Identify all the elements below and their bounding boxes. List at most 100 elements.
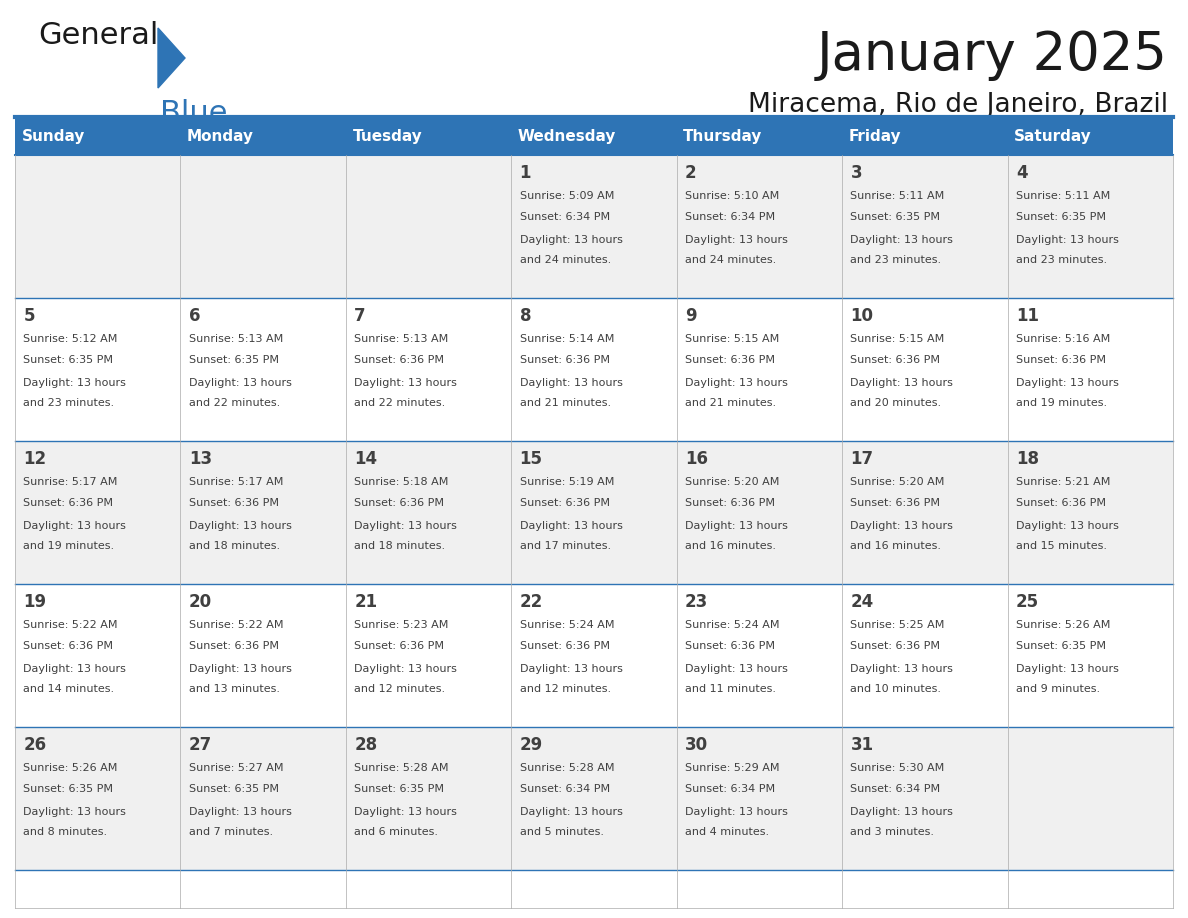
Text: Sunset: 6:36 PM: Sunset: 6:36 PM <box>189 498 279 509</box>
Bar <box>1007 298 1173 441</box>
Text: Sunset: 6:34 PM: Sunset: 6:34 PM <box>685 212 775 222</box>
Text: and 7 minutes.: and 7 minutes. <box>189 827 273 837</box>
Text: Sunrise: 5:29 AM: Sunrise: 5:29 AM <box>685 763 779 773</box>
Text: 24: 24 <box>851 593 873 610</box>
Text: Sunrise: 5:18 AM: Sunrise: 5:18 AM <box>354 476 449 487</box>
Text: and 8 minutes.: and 8 minutes. <box>24 827 107 837</box>
Text: 18: 18 <box>1016 450 1038 467</box>
Text: Daylight: 13 hours: Daylight: 13 hours <box>1016 235 1119 245</box>
Bar <box>346 441 511 584</box>
Text: Daylight: 13 hours: Daylight: 13 hours <box>1016 664 1119 674</box>
Text: Miracema, Rio de Janeiro, Brazil: Miracema, Rio de Janeiro, Brazil <box>748 92 1168 118</box>
Text: Daylight: 13 hours: Daylight: 13 hours <box>1016 378 1119 388</box>
Text: 21: 21 <box>354 593 378 610</box>
Bar <box>181 584 346 727</box>
Text: 17: 17 <box>851 450 873 467</box>
Text: Sunrise: 5:13 AM: Sunrise: 5:13 AM <box>354 334 448 343</box>
Text: and 9 minutes.: and 9 minutes. <box>1016 684 1100 694</box>
Text: Daylight: 13 hours: Daylight: 13 hours <box>189 807 291 817</box>
Bar <box>511 584 677 727</box>
Text: 28: 28 <box>354 735 378 754</box>
Text: Sunrise: 5:11 AM: Sunrise: 5:11 AM <box>1016 191 1110 201</box>
Bar <box>15 298 181 441</box>
Text: and 18 minutes.: and 18 minutes. <box>189 541 280 551</box>
Text: Daylight: 13 hours: Daylight: 13 hours <box>189 378 291 388</box>
Text: Daylight: 13 hours: Daylight: 13 hours <box>685 235 788 245</box>
Text: Blue: Blue <box>160 99 227 128</box>
Text: 29: 29 <box>519 735 543 754</box>
Text: and 14 minutes.: and 14 minutes. <box>24 684 114 694</box>
Text: Sunset: 6:36 PM: Sunset: 6:36 PM <box>851 641 941 651</box>
Text: Sunset: 6:36 PM: Sunset: 6:36 PM <box>354 641 444 651</box>
Text: Thursday: Thursday <box>683 129 763 143</box>
Bar <box>1007 441 1173 584</box>
Text: and 24 minutes.: and 24 minutes. <box>685 255 776 265</box>
Text: Daylight: 13 hours: Daylight: 13 hours <box>24 521 126 532</box>
Text: Daylight: 13 hours: Daylight: 13 hours <box>851 807 953 817</box>
Text: and 24 minutes.: and 24 minutes. <box>519 255 611 265</box>
Bar <box>15 727 181 870</box>
Text: Sunrise: 5:25 AM: Sunrise: 5:25 AM <box>851 620 944 630</box>
Text: Sunset: 6:36 PM: Sunset: 6:36 PM <box>519 498 609 509</box>
Text: and 19 minutes.: and 19 minutes. <box>1016 398 1107 409</box>
Text: Daylight: 13 hours: Daylight: 13 hours <box>519 235 623 245</box>
Text: and 20 minutes.: and 20 minutes. <box>851 398 942 409</box>
Bar <box>511 298 677 441</box>
Text: Sunrise: 5:28 AM: Sunrise: 5:28 AM <box>354 763 449 773</box>
Text: Sunset: 6:34 PM: Sunset: 6:34 PM <box>519 784 609 794</box>
Bar <box>346 584 511 727</box>
Bar <box>1007 727 1173 870</box>
Text: Sunset: 6:35 PM: Sunset: 6:35 PM <box>24 355 113 365</box>
Bar <box>346 727 511 870</box>
Text: Sunrise: 5:28 AM: Sunrise: 5:28 AM <box>519 763 614 773</box>
Text: Sunset: 6:36 PM: Sunset: 6:36 PM <box>519 641 609 651</box>
Text: 15: 15 <box>519 450 543 467</box>
Text: and 18 minutes.: and 18 minutes. <box>354 541 446 551</box>
Text: Sunday: Sunday <box>21 129 86 143</box>
Text: Friday: Friday <box>848 129 902 143</box>
Text: 10: 10 <box>851 307 873 325</box>
Text: Sunrise: 5:10 AM: Sunrise: 5:10 AM <box>685 191 779 201</box>
Text: Sunrise: 5:22 AM: Sunrise: 5:22 AM <box>24 620 118 630</box>
Bar <box>346 155 511 298</box>
Text: Sunrise: 5:16 AM: Sunrise: 5:16 AM <box>1016 334 1110 343</box>
Text: 14: 14 <box>354 450 378 467</box>
Text: Sunrise: 5:22 AM: Sunrise: 5:22 AM <box>189 620 283 630</box>
Bar <box>15 584 181 727</box>
Text: Sunrise: 5:11 AM: Sunrise: 5:11 AM <box>851 191 944 201</box>
Text: Daylight: 13 hours: Daylight: 13 hours <box>685 664 788 674</box>
Text: Sunrise: 5:26 AM: Sunrise: 5:26 AM <box>1016 620 1111 630</box>
Text: Sunrise: 5:13 AM: Sunrise: 5:13 AM <box>189 334 283 343</box>
Text: Sunset: 6:36 PM: Sunset: 6:36 PM <box>1016 498 1106 509</box>
Text: Sunrise: 5:20 AM: Sunrise: 5:20 AM <box>851 476 944 487</box>
Text: Sunrise: 5:24 AM: Sunrise: 5:24 AM <box>685 620 779 630</box>
Text: Sunrise: 5:26 AM: Sunrise: 5:26 AM <box>24 763 118 773</box>
Bar <box>842 584 1007 727</box>
Text: Sunrise: 5:15 AM: Sunrise: 5:15 AM <box>685 334 779 343</box>
Bar <box>181 298 346 441</box>
Bar <box>677 727 842 870</box>
Text: and 12 minutes.: and 12 minutes. <box>519 684 611 694</box>
Text: and 13 minutes.: and 13 minutes. <box>189 684 279 694</box>
Text: 30: 30 <box>685 735 708 754</box>
Bar <box>842 155 1007 298</box>
Text: Daylight: 13 hours: Daylight: 13 hours <box>24 378 126 388</box>
Text: Sunset: 6:36 PM: Sunset: 6:36 PM <box>851 355 941 365</box>
Text: Daylight: 13 hours: Daylight: 13 hours <box>519 521 623 532</box>
Text: 2: 2 <box>685 163 696 182</box>
Text: Sunset: 6:35 PM: Sunset: 6:35 PM <box>1016 212 1106 222</box>
Text: Sunset: 6:35 PM: Sunset: 6:35 PM <box>851 212 941 222</box>
Text: 20: 20 <box>189 593 211 610</box>
Text: Sunset: 6:36 PM: Sunset: 6:36 PM <box>685 641 775 651</box>
Text: Sunrise: 5:30 AM: Sunrise: 5:30 AM <box>851 763 944 773</box>
Text: Sunrise: 5:09 AM: Sunrise: 5:09 AM <box>519 191 614 201</box>
Bar <box>677 298 842 441</box>
Text: Daylight: 13 hours: Daylight: 13 hours <box>24 807 126 817</box>
Text: Monday: Monday <box>187 129 254 143</box>
Text: Daylight: 13 hours: Daylight: 13 hours <box>189 521 291 532</box>
Text: 27: 27 <box>189 735 211 754</box>
Text: Daylight: 13 hours: Daylight: 13 hours <box>354 664 457 674</box>
Text: 16: 16 <box>685 450 708 467</box>
Text: Sunrise: 5:12 AM: Sunrise: 5:12 AM <box>24 334 118 343</box>
Text: and 21 minutes.: and 21 minutes. <box>685 398 776 409</box>
